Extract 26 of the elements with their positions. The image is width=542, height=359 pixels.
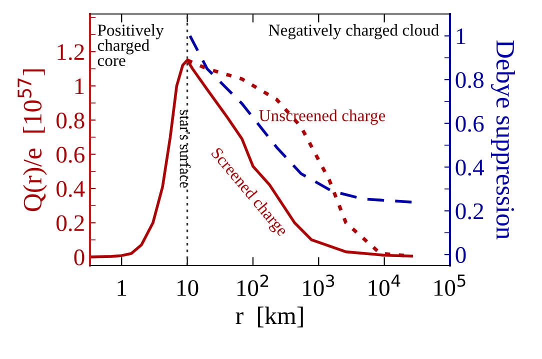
ref-line-label: star's surface [180,110,191,188]
y2-tick-label: 0.6 [456,116,484,132]
x-tick-label: 10$^{3}$ [303,274,334,296]
y-tick-label: 0.6 [56,146,84,163]
y-axis-title: Q(r)/e [10$^{57}$] [18,69,47,212]
y2-tick-label: 0.2 [456,203,484,220]
series-label: Unscreened charge [259,110,386,125]
y2-tick-label: 1 [456,28,466,44]
x-tick-label: 10 [178,280,198,296]
y2-tick-label: 0 [456,247,466,263]
y-tick-label: 0.4 [56,181,85,198]
x-tick-label: 10$^{2}$ [237,274,268,296]
annotation: Positively charged core [98,24,164,66]
x-tick-label: 10$^{5}$ [434,274,466,296]
y-tick-label: 1.2 [58,44,84,60]
y-tick-label: 0 [74,249,84,266]
x-tick-label: 10$^{4}$ [368,274,400,296]
y2-tick-label: 0.8 [456,72,484,88]
y-tick-label: 0.2 [56,215,84,232]
y-tick-label: 0.8 [56,112,84,129]
x-tick-label: 1 [118,280,126,296]
x-axis-title: r [km] [236,306,303,328]
annotation: Negatively charged cloud [268,24,439,40]
y2-axis-title: Debye suppression [490,40,515,240]
y-tick-label: 1 [75,78,84,94]
y2-tick-label: 0.4 [456,160,484,176]
